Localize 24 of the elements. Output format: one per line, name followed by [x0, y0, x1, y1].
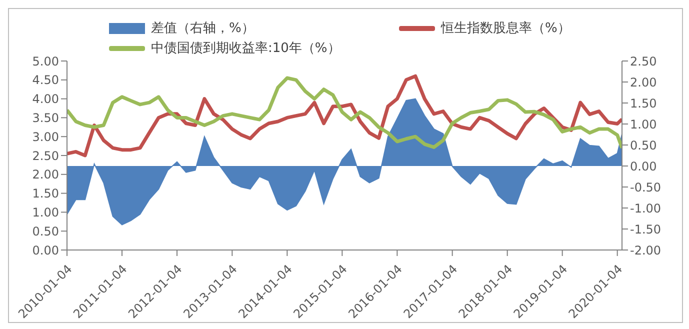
y2-tick-label: 1.00 [630, 117, 657, 132]
y2-tick-label: -1.50 [630, 222, 662, 236]
y2-tick-label: 2.00 [630, 75, 657, 90]
y-tick-label: 0.50 [32, 224, 59, 238]
y-tick-label: 4.50 [32, 73, 59, 88]
y-tick-label: 4.00 [32, 92, 59, 106]
legend-label: 差值（右轴，%） [151, 20, 254, 37]
y-tick-label: 2.50 [32, 148, 59, 163]
y2-tick-label: 1.50 [630, 96, 657, 110]
y-tick-label: 3.00 [32, 130, 59, 144]
y2-tick-label: 2.50 [630, 54, 657, 68]
y2-tick-label: -0.50 [630, 180, 662, 194]
legend-label: 恒生指数股息率（%） [441, 20, 570, 37]
y-tick-label: 1.00 [32, 205, 59, 220]
legend-label: 中债国债到期收益率:10年（%） [151, 40, 340, 57]
y-tick-label: 3.50 [32, 110, 59, 125]
y2-tick-label: 0.00 [630, 159, 657, 174]
y-tick-label: 0.00 [32, 243, 59, 258]
y-tick-label: 5.00 [32, 54, 59, 68]
y2-tick-label: -1.00 [630, 201, 662, 216]
y-tick-label: 1.50 [32, 186, 59, 201]
y2-tick-label: -2.00 [630, 243, 662, 258]
y2-tick-label: 0.50 [630, 138, 657, 152]
y-tick-label: 2.00 [32, 168, 59, 182]
